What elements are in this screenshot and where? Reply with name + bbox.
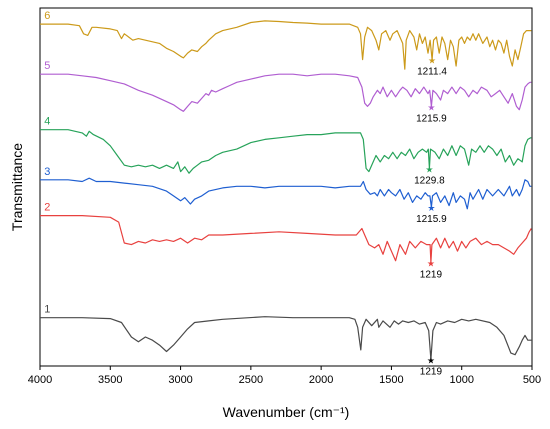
series-4: 4 ★1229.8 <box>40 116 532 186</box>
x-tick-label: 500 <box>523 374 541 386</box>
series-line <box>40 73 532 112</box>
series-line <box>40 177 532 210</box>
peak-label: 1229.8 <box>414 175 445 186</box>
series-layer: 1★12192★12193★1215.94★1229.85★1215.96★12… <box>40 10 532 378</box>
series-number-label: 5 <box>44 60 50 72</box>
x-tick-label: 3000 <box>168 374 192 386</box>
x-tick-label: 1000 <box>449 374 473 386</box>
series-5: 5★1215.9 <box>40 60 532 124</box>
peak-star-icon: ★ <box>427 103 435 113</box>
series-number-label: 4 <box>44 116 50 128</box>
x-tick-label: 4000 <box>28 374 52 386</box>
series-line <box>40 20 532 70</box>
x-tick-label: 1500 <box>379 374 403 386</box>
y-axis-title: Transmittance <box>9 143 25 231</box>
series-3: 3★1215.9 <box>40 166 532 225</box>
peak-label: 1219 <box>420 269 443 280</box>
x-tick-label: 3500 <box>98 374 122 386</box>
series-6: 6 ★1211.4 <box>40 10 532 78</box>
series-line <box>40 129 532 174</box>
series-line <box>40 316 532 361</box>
peak-star-icon: ★ <box>425 165 433 175</box>
series-number-label: 6 <box>44 10 50 22</box>
peak-label: 1211.4 <box>417 67 447 78</box>
series-number-label: 1 <box>44 304 50 316</box>
peak-star-icon: ★ <box>428 57 436 67</box>
peak-star-icon: ★ <box>427 259 435 269</box>
series-1: 1 ★1219 <box>40 304 532 378</box>
peak-star-icon: ★ <box>427 357 435 367</box>
series-2: 2★1219 <box>40 202 532 280</box>
peak-label: 1215.9 <box>416 214 447 225</box>
plot-frame <box>39 7 533 367</box>
peak-star-icon: ★ <box>427 204 435 214</box>
series-line <box>40 215 532 263</box>
series-number-label: 3 <box>44 166 50 178</box>
peak-label: 1215.9 <box>416 113 447 124</box>
series-number-label: 2 <box>44 202 50 214</box>
x-tick-label: 2500 <box>239 374 263 386</box>
peak-label: 1219 <box>420 367 443 378</box>
x-tick-label: 2000 <box>309 374 333 386</box>
x-axis-ticks: 4000 3500 3000 2500 2000 1500 1000 500 <box>28 366 541 386</box>
x-axis-title: Wavenumber (cm⁻¹) <box>223 404 350 420</box>
